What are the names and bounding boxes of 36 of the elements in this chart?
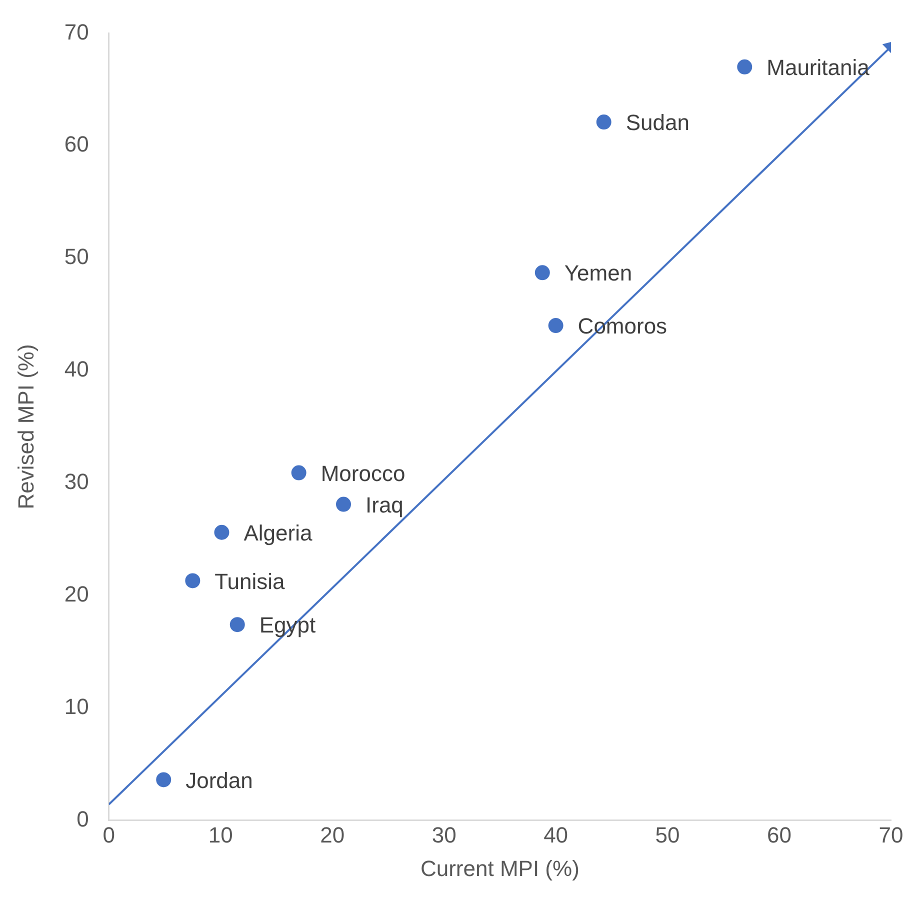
y-axis-title: Revised MPI (%) bbox=[13, 344, 38, 510]
x-tick-label: 0 bbox=[102, 822, 115, 848]
y-tick-label: 20 bbox=[64, 581, 89, 606]
x-axis-title: Current MPI (%) bbox=[420, 856, 580, 881]
point bbox=[156, 772, 172, 788]
point bbox=[214, 524, 230, 540]
x-tick-label: 70 bbox=[878, 822, 904, 848]
x-tick-label: 40 bbox=[544, 822, 568, 848]
annotation: Morocco bbox=[320, 460, 406, 486]
x-tick-label: 30 bbox=[432, 822, 456, 848]
x-tick-label: 20 bbox=[320, 822, 345, 848]
annotation: Iraq bbox=[366, 492, 404, 518]
point bbox=[336, 496, 352, 512]
annotation: Jordan bbox=[186, 768, 253, 793]
point bbox=[737, 59, 752, 74]
y-tick-label: 60 bbox=[64, 132, 89, 157]
point bbox=[291, 465, 306, 480]
point bbox=[185, 573, 200, 588]
y-tick-label: 10 bbox=[64, 694, 89, 719]
annotation: Tunisia bbox=[214, 568, 286, 594]
point bbox=[534, 265, 550, 280]
point bbox=[548, 318, 564, 334]
y-tick-label: 40 bbox=[64, 356, 89, 382]
x-tick-label: 50 bbox=[655, 822, 680, 848]
point bbox=[230, 617, 245, 632]
y-tick-label: 50 bbox=[64, 244, 89, 270]
y-tick-label: 0 bbox=[76, 806, 89, 832]
annotation: Mauritania bbox=[766, 54, 870, 80]
annotation: Algeria bbox=[244, 520, 313, 546]
x-tick-label: 10 bbox=[208, 822, 233, 848]
annotation: Yemen bbox=[564, 260, 632, 286]
annotation: Sudan bbox=[626, 110, 690, 136]
y-tick-label: 70 bbox=[64, 19, 89, 44]
y-tick-label: 30 bbox=[64, 468, 89, 494]
point bbox=[596, 114, 612, 130]
x-tick-label: 60 bbox=[767, 822, 792, 848]
